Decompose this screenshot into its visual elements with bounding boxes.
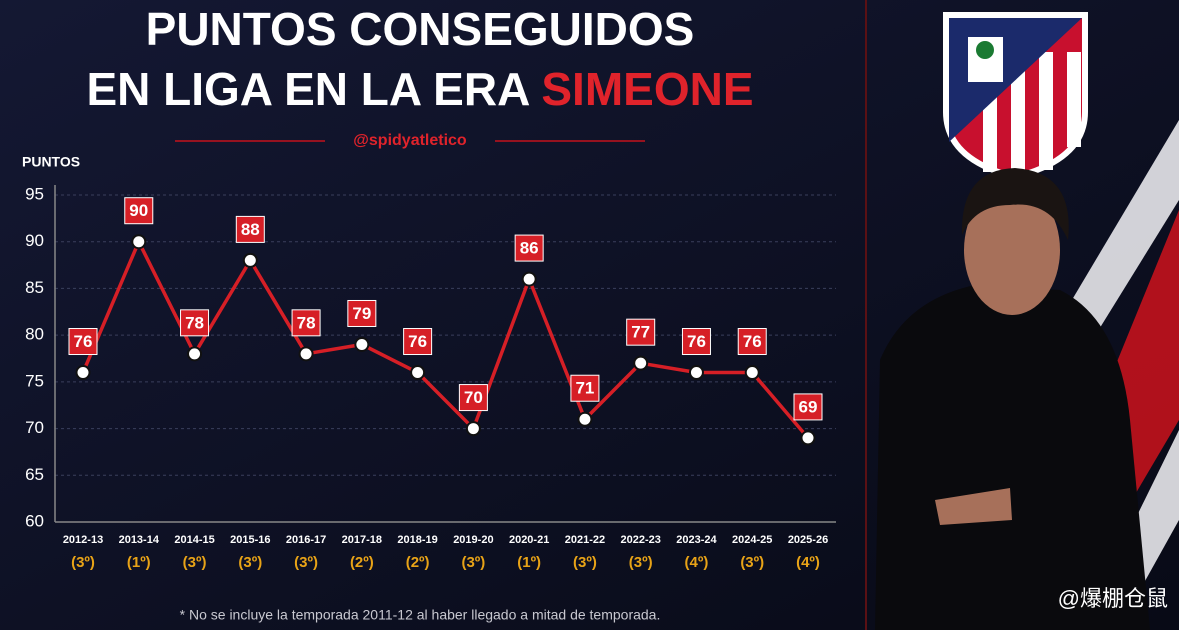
x-tick-label: 2013-14: [119, 534, 160, 546]
y-tick-label: 60: [25, 511, 44, 530]
y-tick-label: 65: [25, 465, 44, 484]
value-label-box: [403, 328, 433, 356]
value-label: 90: [129, 201, 148, 220]
value-label: 71: [575, 379, 594, 398]
title-part: EN LIGA EN LA ERA: [86, 63, 529, 115]
value-label-box: [458, 384, 488, 412]
value-label: 70: [464, 388, 483, 407]
point: [688, 365, 704, 381]
point: [633, 355, 649, 371]
value-label: 76: [743, 332, 762, 351]
position-label: (3º): [629, 554, 653, 571]
value-label: 77: [631, 323, 650, 342]
x-tick-label: 2016-17: [286, 534, 326, 546]
coach-figure: [875, 168, 1150, 630]
y-tick-label: 95: [25, 184, 44, 203]
chart-title: PUNTOS CONSEGUIDOS: [146, 3, 695, 55]
x-tick-label: 2015-16: [230, 534, 270, 546]
point: [131, 234, 147, 250]
value-label-box: [737, 328, 767, 356]
x-tick-label: 2023-24: [676, 534, 717, 546]
x-tick-label: 2012-13: [63, 534, 103, 546]
footnote: * No se incluye la temporada 2011-12 al …: [180, 607, 661, 623]
position-label: (3º): [238, 554, 262, 571]
position-label: (1º): [127, 554, 151, 571]
point: [354, 336, 370, 352]
y-tick-label: 75: [25, 371, 44, 390]
x-tick-label: 2020-21: [509, 534, 549, 546]
point: [298, 346, 314, 362]
x-tick-label: 2025-26: [788, 534, 828, 546]
position-label: (2º): [350, 554, 374, 571]
value-label-box: [68, 328, 98, 356]
value-label-box: [514, 234, 544, 262]
value-label-box: [681, 328, 711, 356]
value-label-box: [626, 318, 656, 346]
value-label-box: [793, 393, 823, 421]
value-label: 88: [241, 220, 260, 239]
point: [465, 421, 481, 437]
point: [744, 365, 760, 381]
point: [75, 365, 91, 381]
y-axis-label: PUNTOS: [22, 154, 80, 170]
y-tick-label: 90: [25, 231, 44, 250]
value-label: 76: [74, 332, 93, 351]
position-label: (3º): [461, 554, 485, 571]
title-highlight: SIMEONE: [541, 63, 753, 115]
value-label: 86: [520, 239, 539, 258]
position-label: (3º): [740, 554, 764, 571]
x-tick-label: 2024-25: [732, 534, 772, 546]
value-label-box: [347, 299, 377, 327]
position-label: (2º): [406, 554, 430, 571]
watermark: @爆棚仓鼠: [1058, 586, 1168, 611]
value-label-box: [180, 309, 210, 337]
point: [521, 271, 537, 287]
x-tick-label: 2018-19: [397, 534, 437, 546]
point: [242, 252, 258, 268]
value-label: 76: [687, 332, 706, 351]
point: [410, 365, 426, 381]
position-label: (1º): [517, 554, 541, 571]
value-label: 78: [297, 313, 316, 332]
y-tick-label: 70: [25, 418, 44, 437]
point: [800, 430, 816, 446]
y-tick-label: 80: [25, 325, 44, 344]
chart-title-line2: EN LIGA EN LA ERA SIMEONE: [86, 63, 753, 115]
x-tick-label: 2021-22: [565, 534, 605, 546]
point: [187, 346, 203, 362]
x-tick-label: 2014-15: [174, 534, 214, 546]
value-label: 79: [352, 304, 371, 323]
value-label-box: [291, 309, 321, 337]
value-label-box: [124, 197, 154, 225]
position-label: (3º): [294, 554, 318, 571]
value-label: 69: [799, 397, 818, 416]
crest: [943, 12, 1088, 180]
x-tick-label: 2022-23: [621, 534, 661, 546]
value-label: 76: [408, 332, 427, 351]
point: [577, 411, 593, 427]
handle: @spidyatletico: [353, 132, 467, 149]
position-label: (3º): [183, 554, 207, 571]
line: [81, 239, 810, 440]
value-label-box: [235, 215, 265, 243]
position-label: (3º): [71, 554, 95, 571]
x-tick-label: 2019-20: [453, 534, 493, 546]
position-label: (3º): [573, 554, 597, 571]
value-label: 78: [185, 313, 204, 332]
position-label: (4º): [796, 554, 820, 571]
value-label-box: [570, 374, 600, 402]
position-label: (4º): [685, 554, 709, 571]
y-tick-label: 85: [25, 278, 44, 297]
x-tick-label: 2017-18: [342, 534, 382, 546]
